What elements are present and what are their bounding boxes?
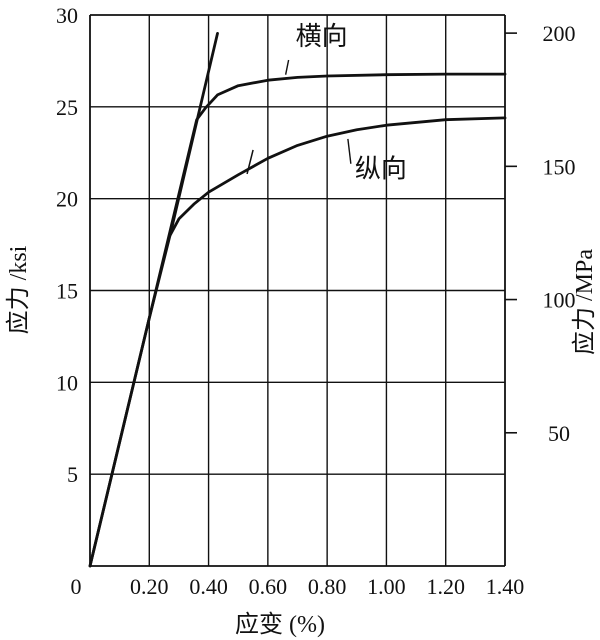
left-tick-label: 30: [56, 3, 78, 28]
curve-marker: [246, 149, 254, 175]
left-tick-label: 5: [67, 462, 78, 487]
x-tick-label: 1.00: [367, 574, 406, 599]
x-tick-label: 0.80: [308, 574, 347, 599]
annotation-longitudinal: 纵向: [355, 154, 407, 183]
right-tick-label: 150: [543, 154, 576, 179]
tick-labels: 50 100 150 200 5 10 15 20 25 30 0 0.20 0.40 0.60 0.80 1…: [56, 3, 576, 599]
annotation-transverse: 横向: [296, 22, 348, 51]
grid: [90, 15, 505, 566]
plot-frame: [89, 14, 506, 567]
right-tick-label: 200: [543, 21, 576, 46]
left-tick-label: 25: [56, 95, 78, 120]
left-tick-label: 10: [56, 370, 78, 395]
x-tick-label: 0: [71, 574, 82, 599]
series-line-transverse: [88, 72, 507, 568]
ticks: [505, 32, 517, 434]
x-tick-label: 1.40: [486, 574, 525, 599]
y-axis-title-right: 应力 /MPa: [571, 249, 598, 355]
x-axis-title: 应变 (%): [235, 611, 325, 638]
left-tick-label: 20: [56, 187, 78, 212]
left-tick-label: 15: [56, 279, 78, 304]
right-tick-label: 50: [548, 421, 570, 446]
x-tick-label: 1.20: [426, 574, 465, 599]
elastic-extension-line: [168, 32, 219, 237]
x-tick-label: 0.40: [189, 574, 228, 599]
x-tick-label: 0.20: [130, 574, 169, 599]
right-tick-label: 100: [543, 288, 576, 313]
x-tick-label: 0.60: [249, 574, 288, 599]
annotation-leader-line: [347, 138, 352, 164]
series-group: [88, 32, 507, 568]
annotation-leader-line: [284, 59, 290, 75]
y-axis-title-left: 应力 /ksi: [5, 245, 32, 334]
series-line-longitudinal: [88, 116, 507, 568]
